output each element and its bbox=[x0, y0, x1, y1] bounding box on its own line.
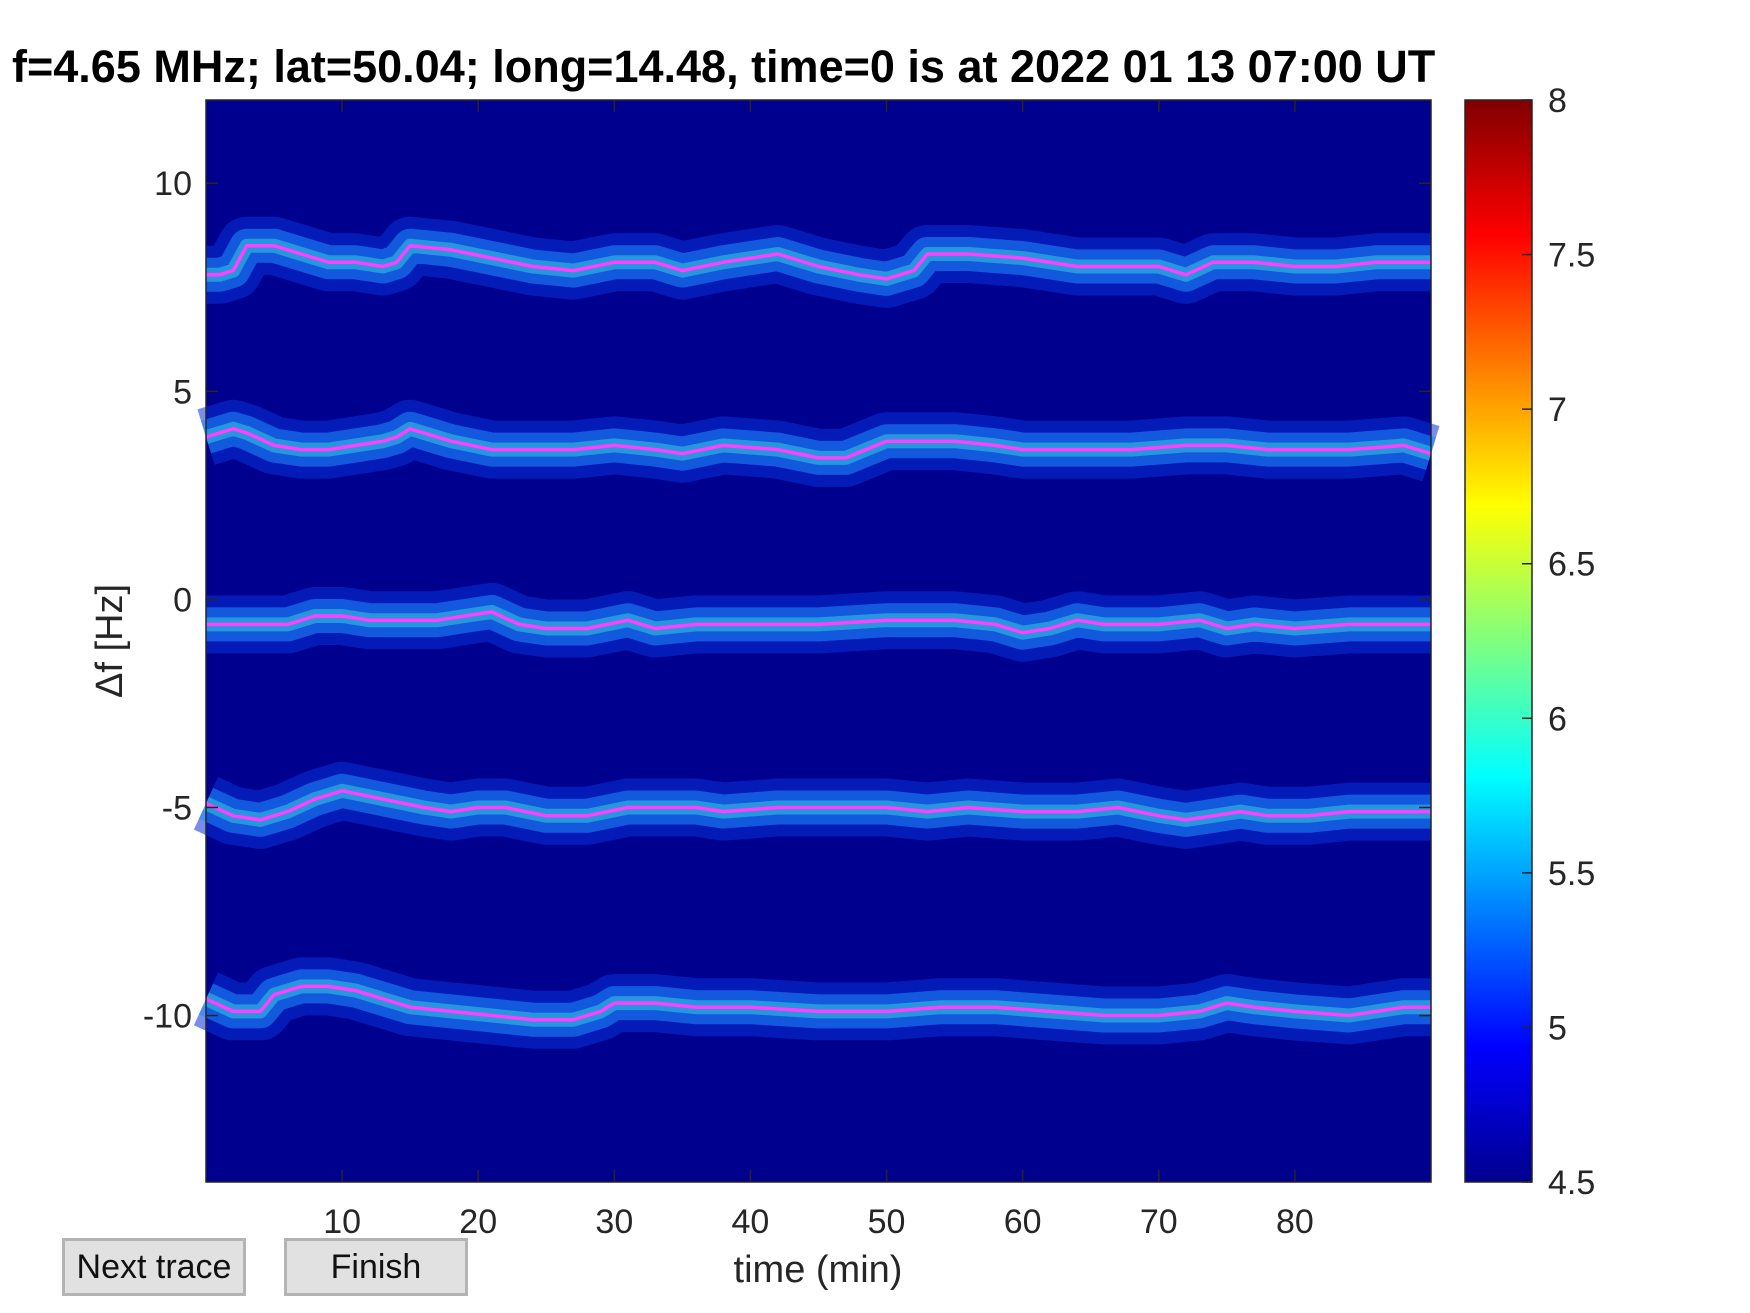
chart-title: f=4.65 MHz; lat=50.04; long=14.48, time=… bbox=[12, 41, 1435, 92]
x-axis-ticks: 10 20 30 40 50 60 70 80 bbox=[323, 100, 1314, 1241]
colorbar-tick-label: 5 bbox=[1548, 1009, 1567, 1047]
colorbar bbox=[1464, 99, 1533, 1183]
colorbar-tick-label: 8 bbox=[1548, 82, 1567, 120]
doppler-traces bbox=[205, 243, 1432, 1022]
x-tick-label: 40 bbox=[732, 1203, 770, 1241]
colorbar-tick-label: 4.5 bbox=[1548, 1164, 1595, 1202]
y-axis-label: Δf [Hz] bbox=[89, 584, 131, 698]
trace-line-4 bbox=[205, 789, 1431, 822]
y-axis-ticks: 10 5 0 -5 -10 bbox=[143, 165, 1431, 1036]
x-tick-label: 20 bbox=[459, 1203, 497, 1241]
trace-line-1 bbox=[206, 243, 1431, 281]
y-tick-label: 10 bbox=[154, 165, 192, 203]
plot-frame bbox=[205, 99, 1432, 1183]
colorbar-tick-label: 5.5 bbox=[1548, 855, 1595, 893]
y-tick-label: -5 bbox=[162, 789, 192, 827]
y-tick-label: 0 bbox=[173, 581, 192, 619]
colorbar-tick-label: 6.5 bbox=[1548, 546, 1595, 584]
x-tick-label: 50 bbox=[868, 1203, 906, 1241]
x-tick-label: 60 bbox=[1004, 1203, 1042, 1241]
colorbar-tick-label: 7 bbox=[1548, 391, 1567, 429]
next-trace-button[interactable]: Next trace bbox=[62, 1238, 246, 1296]
trace-line-3 bbox=[206, 610, 1431, 635]
x-tick-label: 70 bbox=[1140, 1203, 1178, 1241]
colorbar-tick-label: 6 bbox=[1548, 700, 1567, 738]
x-axis-label: time (min) bbox=[734, 1249, 903, 1291]
colorbar-ticks: 8 7.5 7 6.5 6 5.5 5 4.5 bbox=[1522, 82, 1595, 1202]
trace-line-2 bbox=[205, 427, 1432, 460]
x-tick-label: 30 bbox=[595, 1203, 633, 1241]
trace-line-5 bbox=[205, 984, 1431, 1022]
finish-button[interactable]: Finish bbox=[284, 1238, 468, 1296]
x-tick-label: 80 bbox=[1276, 1203, 1314, 1241]
y-tick-label: -10 bbox=[143, 998, 192, 1036]
x-tick-label: 10 bbox=[323, 1203, 361, 1241]
colorbar-tick-label: 7.5 bbox=[1548, 237, 1595, 275]
y-tick-label: 5 bbox=[173, 373, 192, 411]
